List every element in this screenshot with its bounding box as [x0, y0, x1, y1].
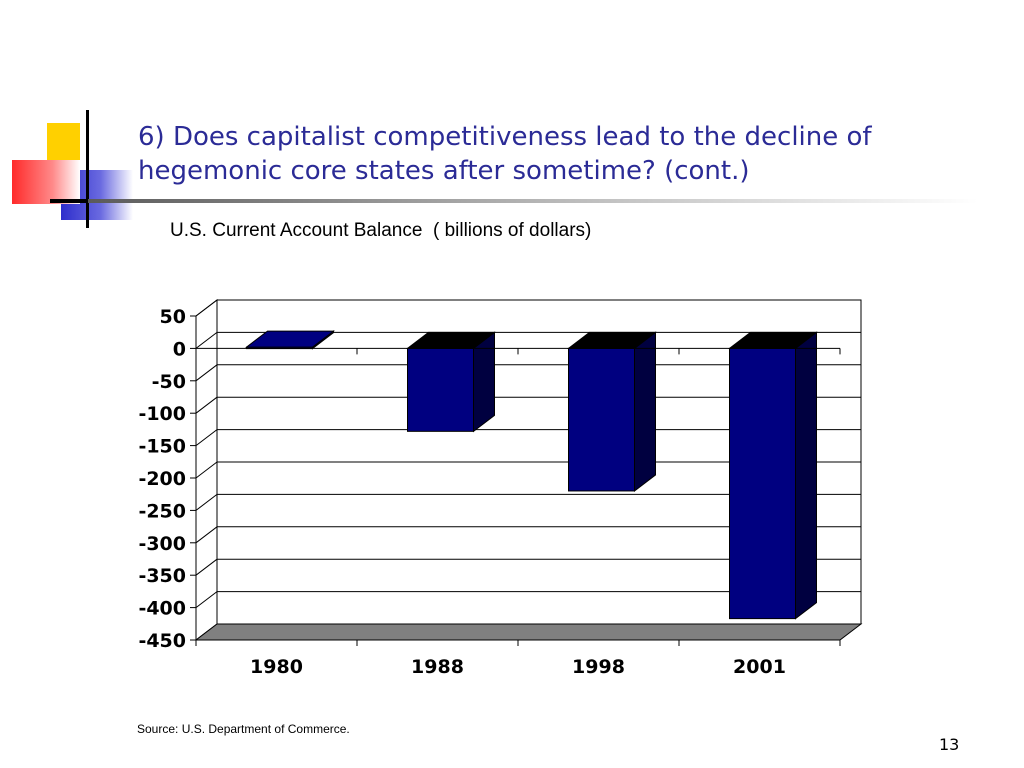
bar-front-face [407, 347, 474, 432]
chart-subtitle: U.S. Current Account Balance ( billions … [170, 220, 592, 241]
bar-2001 [728, 331, 818, 620]
gridline-side [195, 299, 218, 317]
bar-front-face [568, 347, 635, 492]
gridline-side [195, 558, 218, 576]
y-tick-label: -200 [138, 468, 186, 490]
chart-bars [245, 330, 818, 620]
source-note: Source: U.S. Department of Commerce. [137, 722, 350, 736]
gridline-side [195, 591, 218, 608]
bar-top-face [245, 330, 335, 348]
chart-axes [190, 315, 841, 646]
gridline-side [195, 332, 218, 349]
gridline-side [195, 526, 218, 544]
y-tick-label: -450 [138, 630, 186, 652]
gridline-side [195, 494, 218, 511]
y-tick-label: -150 [138, 436, 186, 458]
gridline-side [195, 364, 218, 382]
logo-horizontal-line [50, 199, 90, 203]
y-tick-label: -50 [152, 371, 186, 393]
bar-side-face [634, 331, 656, 492]
y-tick-label: 50 [160, 306, 186, 328]
gridline-side [195, 396, 218, 414]
y-tick-label: 0 [173, 338, 186, 360]
chart-floor [194, 623, 863, 641]
y-tick-label: -350 [138, 565, 186, 587]
gridline-side [195, 461, 218, 479]
logo-red-square [12, 160, 80, 204]
y-tick-label: -100 [138, 403, 186, 425]
bar-side-face [473, 331, 495, 433]
y-tick-label: -250 [138, 500, 186, 522]
bar-side-face [795, 331, 817, 620]
bar-front-face [729, 347, 796, 620]
gridline-side [195, 429, 218, 446]
page-title: 6) Does capitalist competitiveness lead … [138, 122, 872, 186]
x-tick-label: 1988 [411, 656, 464, 678]
logo-vertical-line [86, 110, 89, 228]
y-tick-label: -300 [138, 533, 186, 555]
y-tick-label: -400 [138, 598, 186, 620]
title-rule [88, 199, 978, 203]
bar-1988 [406, 331, 496, 433]
page-number: 13 [939, 735, 960, 754]
bar-1998 [567, 331, 657, 492]
chart-tick-labels: 50 0 -50 -100 -150 -200 -250 -300 -350 -400 -450 19… [138, 306, 785, 678]
x-tick-label: 1998 [572, 656, 625, 678]
x-tick-label: 1980 [250, 656, 303, 678]
logo-yellow-square [47, 123, 80, 161]
x-tick-label: 2001 [733, 656, 786, 678]
